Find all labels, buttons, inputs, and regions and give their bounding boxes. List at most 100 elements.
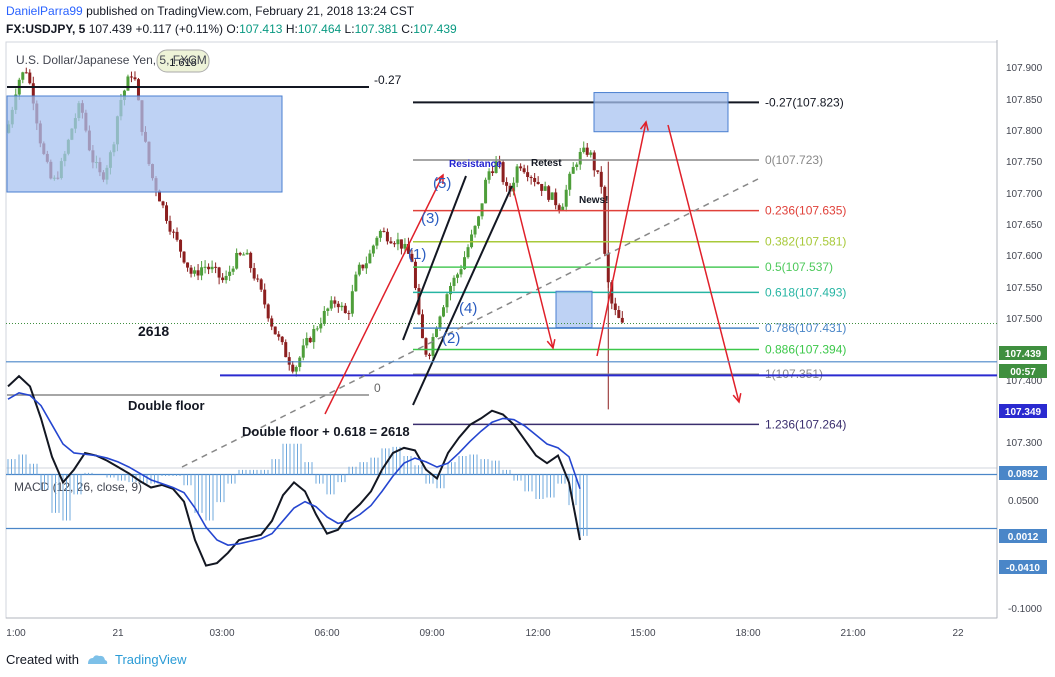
last-price-badge: 107.439 bbox=[1005, 349, 1042, 360]
fib-label: 1(107.351) bbox=[765, 367, 823, 381]
candle-body bbox=[158, 190, 162, 202]
fib-label: 0.5(107.537) bbox=[765, 260, 833, 274]
candle-body bbox=[122, 90, 126, 100]
candle-body bbox=[294, 366, 298, 372]
candle-body bbox=[480, 203, 484, 217]
candle-body bbox=[343, 305, 347, 314]
bubble-label: 1.618 bbox=[169, 57, 197, 69]
time-tick: 18:00 bbox=[735, 628, 760, 639]
candle-body bbox=[168, 220, 172, 232]
candle-body bbox=[350, 291, 354, 314]
candle-body bbox=[568, 173, 572, 190]
price-change: +0.117 (+0.11%) bbox=[135, 22, 224, 36]
candle-body bbox=[406, 244, 410, 254]
fib-label: 0.886(107.394) bbox=[765, 342, 846, 356]
macd-badge-high-bg bbox=[999, 466, 1047, 480]
arrow-up-rally-head bbox=[435, 173, 444, 185]
big-2618-label: 2618 bbox=[138, 323, 169, 339]
candle-body bbox=[129, 76, 133, 78]
arrow-down-retest-head bbox=[546, 339, 556, 350]
candle-body bbox=[456, 274, 460, 278]
supply-zone-left bbox=[6, 95, 283, 193]
macd-line bbox=[7, 374, 581, 567]
candle-body bbox=[354, 274, 358, 292]
support-badge: 107.349 bbox=[1005, 407, 1042, 418]
macd-layer: MACD (12, 26, close, 9) bbox=[6, 361, 997, 567]
candle-body bbox=[305, 337, 309, 346]
candle-body bbox=[347, 313, 351, 315]
candle-body bbox=[413, 261, 417, 289]
fib-layer: -0.27(107.823) 0(107.723) 0.236(107.635) 0.… bbox=[413, 95, 846, 431]
candle-body bbox=[571, 166, 575, 174]
bubble-shape bbox=[156, 49, 210, 73]
macd-tick: -0.1000 bbox=[1008, 604, 1042, 615]
tradingview-logo-icon bbox=[87, 654, 108, 664]
price-tick: 107.400 bbox=[1006, 376, 1043, 387]
high-label: H: bbox=[285, 22, 298, 36]
candle-body bbox=[210, 266, 214, 270]
candle-body bbox=[431, 336, 435, 356]
candle-body bbox=[519, 166, 523, 169]
candle-body bbox=[196, 270, 200, 276]
candle-body bbox=[561, 206, 565, 211]
publish-line: DanielParra99 published on TradingView.c… bbox=[6, 4, 414, 18]
time-tick: 22 bbox=[952, 628, 964, 639]
candle-body bbox=[357, 264, 361, 275]
time-tick: 21:00 bbox=[840, 628, 865, 639]
arrow-down-target bbox=[667, 124, 740, 403]
candle-body bbox=[28, 72, 32, 84]
candle-body bbox=[273, 326, 277, 335]
footer: Created with TradingView bbox=[6, 652, 187, 667]
candle-body bbox=[284, 342, 288, 358]
candle-body bbox=[526, 172, 530, 177]
left-fib-top-label: -0.27 bbox=[374, 73, 402, 87]
candle-body bbox=[620, 317, 624, 323]
last-price: 107.439 bbox=[88, 22, 133, 36]
signal-line bbox=[7, 391, 581, 546]
retest-label: Retest bbox=[531, 158, 562, 169]
macd-tick: 0.0500 bbox=[1008, 496, 1039, 507]
support-badge-bg bbox=[999, 404, 1047, 418]
candle-body bbox=[231, 268, 235, 272]
candle-body bbox=[193, 270, 197, 274]
chart-canvas[interactable]: -0.27(107.823) 0(107.723) 0.236(107.635) 0.… bbox=[0, 40, 1055, 645]
price-axis: 107.900 107.850 107.800 107.750 107.700 107.6… bbox=[6, 63, 1047, 639]
price-tick: 107.500 bbox=[1006, 314, 1043, 325]
candle-body bbox=[477, 216, 481, 226]
candle-body bbox=[522, 168, 526, 173]
time-tick: 12:00 bbox=[525, 628, 550, 639]
left-fib-zero-label: 0 bbox=[374, 381, 381, 395]
candle-body bbox=[136, 79, 140, 101]
candle-body bbox=[224, 275, 228, 281]
macd-badge-low-bg bbox=[999, 560, 1047, 574]
candle-body bbox=[449, 285, 453, 295]
candle-body bbox=[466, 247, 470, 258]
close-label: C: bbox=[401, 22, 414, 36]
macd-pane-frame bbox=[5, 467, 998, 619]
price-tick: 107.850 bbox=[1006, 95, 1043, 106]
candle-body bbox=[301, 345, 305, 358]
candle-body bbox=[287, 357, 291, 365]
candle-body bbox=[603, 186, 607, 254]
news-label: News! bbox=[579, 195, 608, 206]
price-tick: 107.700 bbox=[1006, 189, 1043, 200]
candle-body bbox=[557, 205, 561, 211]
author-link[interactable]: DanielParra99 bbox=[6, 4, 83, 18]
price-tick: 107.550 bbox=[1006, 283, 1043, 294]
symbol-label: FX:USDJPY, 5 bbox=[6, 22, 86, 36]
candle-body bbox=[242, 254, 246, 256]
price-tick: 107.600 bbox=[1006, 251, 1043, 262]
candle-body bbox=[375, 237, 379, 246]
candle-body bbox=[382, 230, 386, 232]
candle-body bbox=[438, 316, 442, 329]
candle-body bbox=[179, 239, 183, 252]
candle-body bbox=[340, 305, 344, 308]
retest-zone-box bbox=[555, 290, 593, 329]
wave-label: (3) bbox=[421, 210, 439, 227]
candle-body bbox=[494, 161, 498, 174]
candle-body bbox=[392, 243, 396, 245]
wave-label: (2) bbox=[442, 330, 460, 347]
tradingview-link[interactable]: TradingView bbox=[114, 652, 187, 667]
candle-body bbox=[214, 266, 218, 268]
open-label: O: bbox=[226, 22, 240, 36]
